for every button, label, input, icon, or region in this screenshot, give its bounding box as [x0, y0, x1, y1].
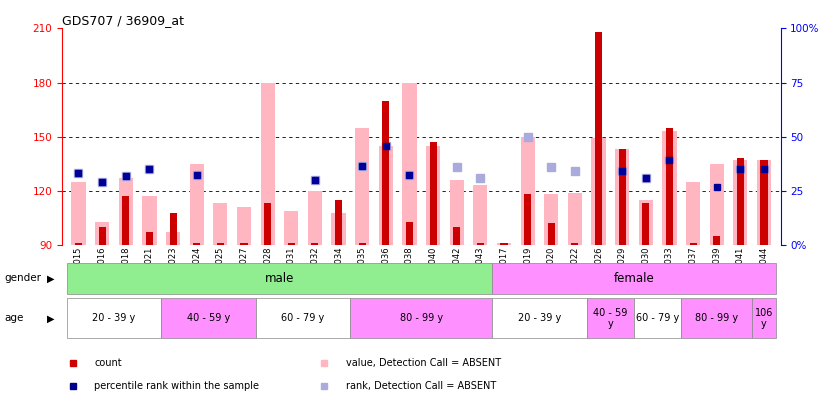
Bar [402, 83, 416, 245]
Bar [752, 298, 776, 338]
Bar [98, 227, 106, 245]
Text: 106
y: 106 y [755, 307, 773, 329]
Text: 40 - 59 y: 40 - 59 y [187, 313, 230, 323]
Bar [615, 149, 629, 245]
Bar [119, 178, 133, 245]
Bar [358, 243, 366, 245]
Bar [662, 131, 676, 245]
Bar [166, 232, 180, 245]
Bar [161, 298, 256, 338]
Text: gender: gender [4, 273, 41, 283]
Bar [142, 196, 156, 245]
Bar [75, 243, 82, 245]
Text: GDS707 / 36909_at: GDS707 / 36909_at [62, 14, 184, 27]
Bar [492, 263, 776, 294]
Bar [733, 160, 748, 245]
Text: 60 - 79 y: 60 - 79 y [636, 313, 679, 323]
Bar [335, 200, 342, 245]
Text: 60 - 79 y: 60 - 79 y [282, 313, 325, 323]
Bar [595, 32, 602, 245]
Bar [331, 213, 345, 245]
Bar [264, 203, 271, 245]
Bar [520, 137, 534, 245]
Bar [311, 243, 319, 245]
Bar [567, 193, 582, 245]
Bar [122, 196, 130, 245]
Bar [497, 243, 511, 245]
Bar [67, 263, 492, 294]
Bar [426, 146, 440, 245]
Text: rank, Detection Call = ABSENT: rank, Detection Call = ABSENT [346, 381, 496, 391]
Text: percentile rank within the sample: percentile rank within the sample [94, 381, 259, 391]
Bar [761, 160, 767, 245]
Bar [453, 227, 460, 245]
Bar [690, 243, 696, 245]
Bar [643, 203, 649, 245]
Bar [634, 298, 681, 338]
Bar [237, 207, 251, 245]
Bar [308, 191, 322, 245]
Bar [67, 298, 161, 338]
Text: ▶: ▶ [47, 273, 55, 283]
Bar [681, 298, 752, 338]
Bar [686, 182, 700, 245]
Bar [591, 139, 605, 245]
Bar [572, 243, 578, 245]
Bar [169, 213, 177, 245]
Bar [260, 83, 275, 245]
Bar [95, 222, 109, 245]
Bar [378, 146, 393, 245]
Text: 80 - 99 y: 80 - 99 y [695, 313, 738, 323]
Bar [256, 298, 350, 338]
Bar [382, 100, 389, 245]
Text: 40 - 59
y: 40 - 59 y [593, 307, 628, 329]
Bar [287, 243, 295, 245]
Bar [213, 203, 227, 245]
Text: count: count [94, 358, 122, 368]
Bar [524, 194, 531, 245]
Bar [737, 158, 744, 245]
Text: age: age [4, 313, 23, 323]
Text: male: male [265, 272, 294, 285]
Bar [193, 243, 200, 245]
Bar [477, 243, 484, 245]
Bar [586, 298, 634, 338]
Bar [355, 128, 369, 245]
Text: 20 - 39 y: 20 - 39 y [93, 313, 135, 323]
Bar [430, 142, 437, 245]
Bar [284, 211, 298, 245]
Bar [449, 180, 464, 245]
Bar [638, 200, 653, 245]
Text: 20 - 39 y: 20 - 39 y [518, 313, 561, 323]
Text: female: female [614, 272, 654, 285]
Bar [146, 232, 153, 245]
Bar [71, 182, 86, 245]
Bar [757, 160, 771, 245]
Bar [492, 298, 586, 338]
Bar [548, 224, 555, 245]
Bar [713, 236, 720, 245]
Text: 80 - 99 y: 80 - 99 y [400, 313, 443, 323]
Bar [473, 185, 487, 245]
Bar [240, 243, 248, 245]
Bar [350, 298, 492, 338]
Bar [666, 128, 673, 245]
Bar [406, 222, 413, 245]
Text: value, Detection Call = ABSENT: value, Detection Call = ABSENT [346, 358, 501, 368]
Bar [544, 194, 558, 245]
Bar [216, 243, 224, 245]
Bar [190, 164, 204, 245]
Text: ▶: ▶ [47, 313, 55, 323]
Bar [619, 149, 626, 245]
Bar [710, 164, 724, 245]
Bar [501, 243, 507, 245]
